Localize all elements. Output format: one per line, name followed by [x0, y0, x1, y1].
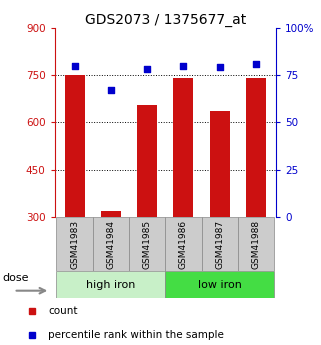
Bar	[56, 217, 93, 271]
Text: GSM41984: GSM41984	[106, 219, 115, 269]
Bar	[202, 217, 238, 271]
Bar	[246, 78, 266, 217]
Bar	[137, 105, 157, 217]
Point	[72, 63, 77, 68]
Bar	[129, 217, 165, 271]
Text: dose: dose	[3, 273, 29, 283]
Point	[108, 87, 113, 93]
Bar	[165, 217, 202, 271]
Point	[254, 61, 259, 66]
Bar	[173, 78, 194, 217]
Title: GDS2073 / 1375677_at: GDS2073 / 1375677_at	[85, 12, 246, 27]
Text: low iron: low iron	[198, 280, 242, 289]
Point	[144, 67, 150, 72]
Bar	[101, 211, 121, 217]
Text: GSM41983: GSM41983	[70, 219, 79, 269]
Text: GSM41988: GSM41988	[252, 219, 261, 269]
Bar	[93, 217, 129, 271]
Point	[217, 65, 222, 70]
Bar	[238, 217, 274, 271]
Bar	[65, 75, 84, 217]
Text: count: count	[48, 306, 78, 316]
Text: GSM41985: GSM41985	[143, 219, 152, 269]
Bar	[165, 271, 274, 298]
Point	[181, 63, 186, 68]
Text: percentile rank within the sample: percentile rank within the sample	[48, 330, 224, 340]
Bar	[210, 111, 230, 217]
Text: high iron: high iron	[86, 280, 135, 289]
Text: GSM41987: GSM41987	[215, 219, 224, 269]
Text: GSM41986: GSM41986	[179, 219, 188, 269]
Bar	[56, 271, 165, 298]
